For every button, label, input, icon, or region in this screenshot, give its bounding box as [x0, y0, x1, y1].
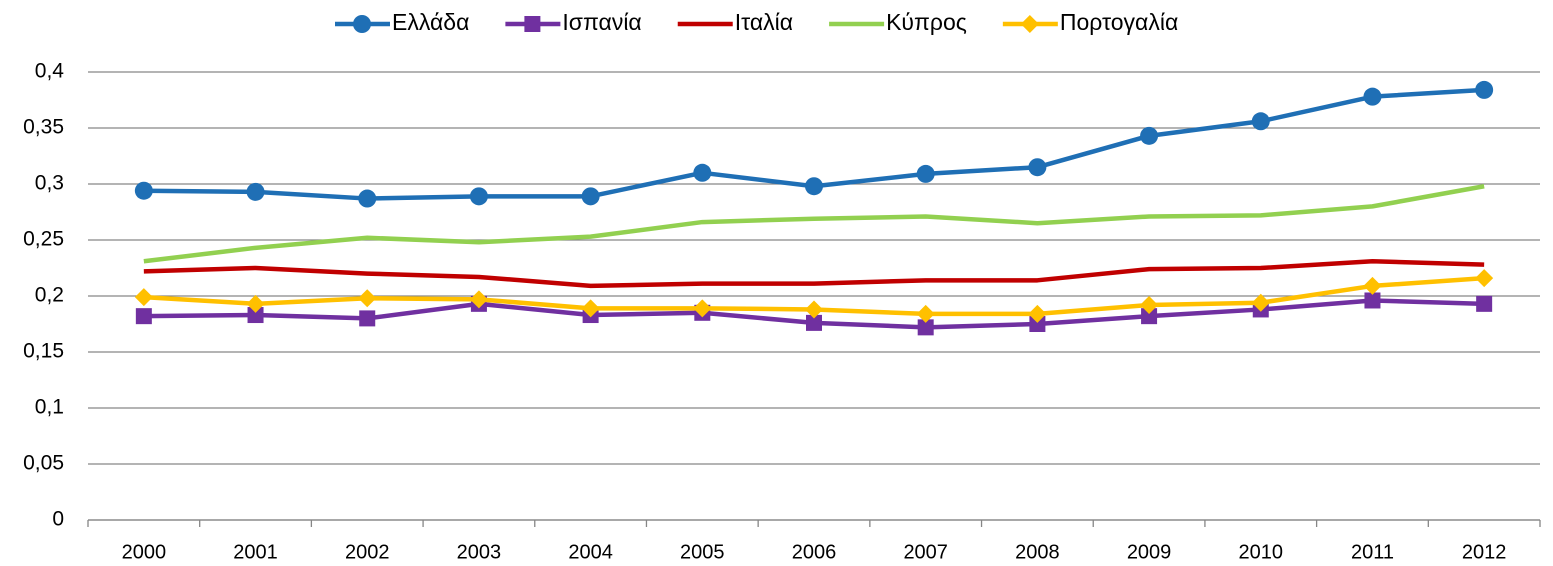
- x-tick-label: 2003: [457, 541, 502, 563]
- x-tick-label: 2002: [345, 541, 390, 563]
- x-tick-label: 2009: [1127, 541, 1172, 563]
- marker: [524, 16, 541, 32]
- marker: [1028, 158, 1047, 177]
- marker: [1140, 295, 1159, 314]
- marker: [1020, 15, 1039, 33]
- legend-label: Πορτογαλία: [1060, 9, 1178, 35]
- legend-label: Κύπρος: [886, 9, 967, 35]
- marker: [1141, 308, 1158, 325]
- y-tick-label: 0,25: [23, 228, 64, 251]
- y-tick-label: 0,1: [35, 396, 64, 419]
- x-tick-label: 2011: [1351, 541, 1394, 563]
- x-tick-label: 2005: [680, 541, 725, 563]
- x-tick-label: 2004: [568, 541, 613, 563]
- marker: [581, 299, 600, 318]
- marker: [134, 181, 153, 200]
- y-tick-label: 0,35: [23, 116, 64, 139]
- x-tick-label: 2007: [903, 541, 948, 563]
- marker: [916, 164, 935, 183]
- x-tick-label: 2010: [1239, 541, 1284, 563]
- marker: [246, 294, 265, 313]
- marker: [359, 310, 376, 327]
- y-tick-label: 0,15: [23, 340, 64, 363]
- marker: [1475, 80, 1494, 99]
- marker: [246, 182, 265, 201]
- marker: [693, 299, 712, 318]
- y-tick-label: 0,3: [35, 172, 64, 195]
- marker: [805, 177, 823, 196]
- marker: [358, 289, 377, 308]
- marker: [1028, 304, 1047, 323]
- marker: [1140, 126, 1159, 145]
- marker: [1364, 292, 1381, 309]
- marker: [1251, 112, 1270, 131]
- marker: [247, 307, 264, 324]
- y-tick-label: 0,4: [35, 60, 65, 83]
- marker: [1363, 87, 1382, 106]
- marker: [693, 163, 712, 182]
- y-tick-label: 0: [52, 508, 64, 531]
- legend-label: Ελλάδα: [392, 9, 469, 35]
- x-tick-label: 2000: [122, 541, 167, 563]
- marker: [134, 288, 153, 307]
- marker: [469, 290, 488, 309]
- marker: [1251, 293, 1270, 312]
- y-tick-label: 0,05: [23, 452, 64, 475]
- x-tick-label: 2006: [792, 541, 837, 563]
- legend-label: Ιταλία: [735, 9, 793, 35]
- marker: [1475, 269, 1494, 288]
- marker: [1363, 276, 1382, 295]
- marker: [1476, 295, 1493, 312]
- marker: [916, 304, 935, 323]
- series-line: [143, 184, 1485, 264]
- marker: [353, 15, 371, 33]
- y-tick-label: 0,2: [35, 284, 64, 307]
- legend-label: Ισπανία: [562, 9, 641, 35]
- marker: [806, 314, 822, 331]
- marker: [358, 189, 377, 208]
- x-tick-label: 2012: [1462, 541, 1507, 563]
- marker: [1029, 316, 1046, 332]
- marker: [917, 319, 934, 336]
- marker: [581, 187, 600, 206]
- marker: [135, 308, 152, 325]
- marker: [469, 187, 488, 206]
- series-line: [143, 259, 1485, 289]
- x-tick-label: 2008: [1015, 541, 1060, 563]
- x-tick-label: 2001: [233, 541, 278, 563]
- marker: [805, 300, 823, 319]
